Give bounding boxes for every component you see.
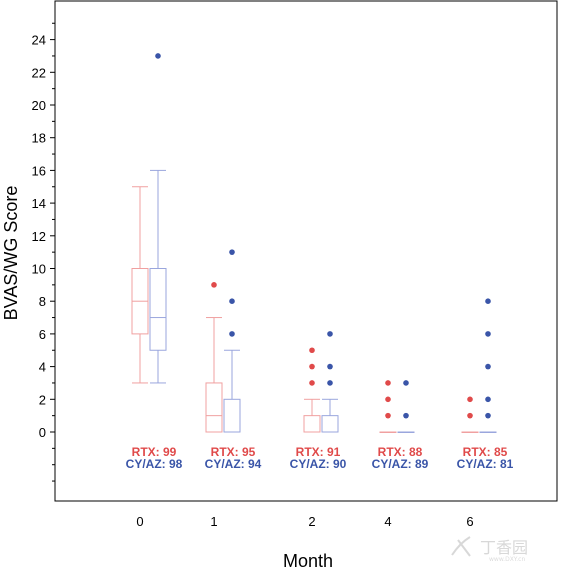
y-tick-label: 6 xyxy=(39,327,46,342)
outlier-point xyxy=(309,363,315,370)
x-tick-label: 1 xyxy=(210,514,217,529)
outlier-point xyxy=(155,53,161,59)
outlier-point xyxy=(385,412,391,419)
outlier-point xyxy=(309,347,315,354)
outlier-point xyxy=(485,331,491,337)
n-label-cyaz: CY/AZ: 81 xyxy=(457,457,514,471)
outlier-point xyxy=(229,331,235,337)
box-cyaz-4 xyxy=(397,380,415,433)
box-rtx-6 xyxy=(461,396,479,433)
watermark-text: 丁香园 xyxy=(480,538,528,557)
watermark-logo-icon xyxy=(451,536,471,557)
n-label-cyaz: CY/AZ: 94 xyxy=(205,457,262,471)
outlier-point xyxy=(211,282,217,288)
n-label-rtx: RTX: 99 xyxy=(132,445,177,459)
n-label-rtx: RTX: 91 xyxy=(296,445,341,459)
y-tick-label: 16 xyxy=(32,163,46,178)
outlier-point xyxy=(403,412,409,419)
outlier-point xyxy=(229,249,235,255)
y-tick-label: 14 xyxy=(32,196,46,211)
outlier-point xyxy=(385,380,391,386)
x-axis: 0 1 2 4 6 xyxy=(136,514,473,529)
y-tick-label: 20 xyxy=(32,98,46,113)
y-tick-label: 12 xyxy=(32,229,46,244)
x-tick-label: 6 xyxy=(466,514,473,529)
box-cyaz-2 xyxy=(321,331,339,433)
y-axis-label: BVAS/WG Score xyxy=(1,186,21,321)
n-label-rtx: RTX: 85 xyxy=(463,445,508,459)
outlier-point xyxy=(327,331,333,337)
n-label-cyaz: CY/AZ: 90 xyxy=(290,457,347,471)
outlier-point xyxy=(229,298,235,305)
n-label-cyaz: CY/AZ: 98 xyxy=(126,457,183,471)
x-tick-label: 0 xyxy=(136,514,143,529)
box-series xyxy=(131,53,497,433)
box-iqr xyxy=(223,398,241,433)
plot-frame xyxy=(54,0,558,502)
outlier-point xyxy=(327,380,333,386)
outlier-point xyxy=(485,412,491,419)
watermark: 丁香园 www.DXY.cn xyxy=(451,536,528,563)
n-label-rtx: RTX: 95 xyxy=(211,445,256,459)
n-label-cyaz: CY/AZ: 89 xyxy=(372,457,429,471)
outlier-point xyxy=(327,363,333,370)
y-tick-label: 2 xyxy=(39,392,46,407)
n-label-rtx: RTX: 88 xyxy=(378,445,423,459)
outlier-point xyxy=(403,380,409,386)
x-tick-label: 2 xyxy=(308,514,315,529)
box-rtx-0 xyxy=(131,186,149,384)
box-iqr xyxy=(149,268,167,351)
y-tick-label: 4 xyxy=(39,360,46,375)
watermark-subtext: www.DXY.cn xyxy=(489,556,525,563)
box-cyaz-1 xyxy=(223,249,241,433)
box-iqr xyxy=(303,415,321,433)
outlier-point xyxy=(467,412,473,419)
outlier-point xyxy=(309,380,315,386)
n-count-labels: RTX: 99 RTX: 95 RTX: 91 RTX: 88 RTX: 85CY/AZ… xyxy=(126,445,514,471)
x-tick-label: 4 xyxy=(384,514,391,529)
box-rtx-1 xyxy=(205,282,223,433)
outlier-point xyxy=(485,363,491,370)
y-tick-label: 8 xyxy=(39,294,46,309)
outlier-point xyxy=(485,396,491,403)
box-rtx-2 xyxy=(303,347,321,433)
box-rtx-4 xyxy=(379,380,397,433)
box-cyaz-0 xyxy=(149,53,167,384)
y-tick-label: 10 xyxy=(32,262,46,277)
box-iqr xyxy=(205,382,223,433)
y-tick-label: 24 xyxy=(32,33,46,48)
box-cyaz-6 xyxy=(479,298,497,433)
box-iqr xyxy=(321,415,339,433)
y-tick-label: 0 xyxy=(39,425,46,440)
outlier-point xyxy=(485,298,491,305)
outlier-point xyxy=(467,396,473,403)
x-axis-label: Month xyxy=(283,551,333,569)
y-tick-label: 22 xyxy=(32,65,46,80)
outlier-point xyxy=(385,396,391,403)
y-tick-label: 18 xyxy=(32,131,46,146)
